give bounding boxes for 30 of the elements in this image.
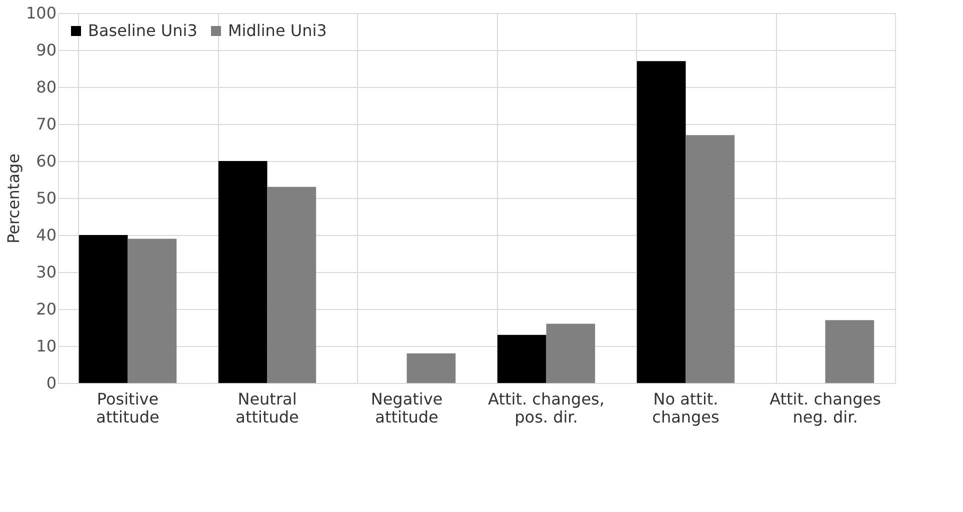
- legend-label: Baseline Uni3: [88, 21, 198, 40]
- bar: [218, 161, 268, 383]
- bar: [78, 235, 128, 383]
- bar: [406, 353, 456, 383]
- y-tick-label: 10: [36, 336, 56, 356]
- y-tick-label: 40: [36, 226, 56, 244]
- bar: [497, 334, 546, 383]
- x-tick-label: Negative attitude: [370, 390, 443, 426]
- bar: [128, 238, 177, 383]
- y-tick-label: 0: [46, 374, 56, 392]
- bar: [825, 320, 874, 383]
- y-tick-label: 80: [36, 78, 56, 96]
- y-axis-title: Percentage: [4, 153, 23, 244]
- y-tick-label: 70: [36, 114, 56, 134]
- legend-label: Midline Uni3: [228, 21, 327, 40]
- bar: [267, 186, 316, 383]
- y-tick-label: 90: [36, 40, 56, 60]
- x-tick-label: Attit. changes, pos. dir.: [488, 390, 604, 426]
- y-tick-label: 50: [36, 188, 56, 208]
- bar: [636, 61, 686, 383]
- y-tick-label: 60: [36, 152, 56, 170]
- x-tick-label: Positive attitude: [96, 390, 160, 426]
- bar: [686, 135, 735, 383]
- x-tick-label: Attit. changes neg. dir.: [770, 390, 881, 426]
- y-tick-label: 100: [26, 4, 56, 22]
- x-tick-label: Neutral attitude: [236, 390, 299, 426]
- y-tick-label: 30: [36, 262, 56, 282]
- y-tick-label: 20: [36, 300, 56, 318]
- x-tick-label: No attit. changes: [652, 390, 720, 426]
- bar: [546, 324, 596, 383]
